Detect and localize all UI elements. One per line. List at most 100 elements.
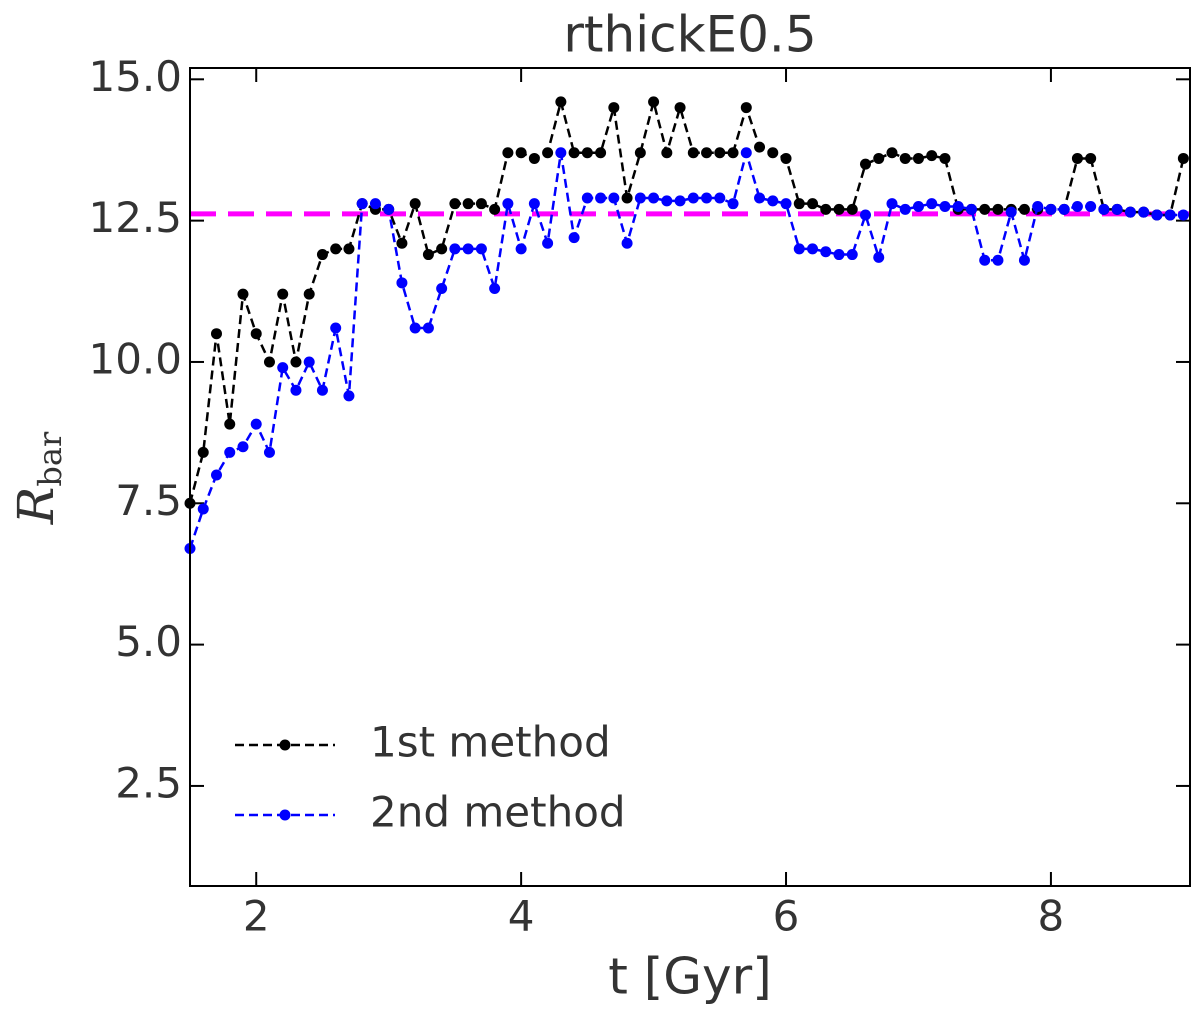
data-point	[449, 243, 461, 255]
data-point	[714, 192, 726, 204]
data-point	[912, 152, 924, 164]
data-point	[979, 203, 991, 215]
data-point	[634, 192, 646, 204]
data-point	[396, 277, 408, 289]
data-point	[502, 198, 514, 210]
legend-label: 1st method	[370, 718, 611, 767]
data-point	[873, 152, 885, 164]
data-point	[542, 237, 554, 249]
y-tick-label: 10.0	[88, 334, 182, 383]
y-tick-label: 15.0	[88, 52, 182, 101]
series-line	[188, 96, 1185, 504]
data-point	[1177, 152, 1189, 164]
data-point	[197, 503, 209, 515]
chart-title: rthickE0.5	[563, 6, 816, 64]
data-point	[899, 152, 911, 164]
data-point	[621, 237, 633, 249]
data-point	[952, 201, 964, 213]
data-point	[383, 203, 395, 215]
data-point	[926, 198, 938, 210]
data-point	[330, 243, 342, 255]
data-point	[555, 96, 567, 108]
data-point	[701, 147, 713, 159]
data-point	[1151, 209, 1163, 221]
data-point	[581, 147, 593, 159]
data-point	[1177, 209, 1189, 221]
data-point	[979, 254, 991, 266]
data-point	[859, 158, 871, 170]
data-point	[965, 203, 977, 215]
data-point	[873, 251, 885, 263]
data-point	[793, 198, 805, 210]
data-point	[740, 102, 752, 114]
data-point	[714, 147, 726, 159]
data-point	[1018, 254, 1030, 266]
data-point	[263, 446, 275, 458]
data-point	[780, 152, 792, 164]
data-point	[820, 203, 832, 215]
data-point	[316, 249, 328, 261]
data-point	[1032, 201, 1044, 213]
data-point	[648, 96, 660, 108]
data-point	[581, 192, 593, 204]
data-point	[648, 192, 660, 204]
data-point	[277, 288, 289, 300]
y-tick-label: 2.5	[115, 758, 182, 807]
data-point	[356, 198, 368, 210]
data-point	[926, 150, 938, 162]
data-point	[595, 192, 607, 204]
x-axis-label: t [Gyr]	[608, 948, 771, 1006]
data-point	[489, 282, 501, 294]
data-point	[992, 203, 1004, 215]
data-point	[992, 254, 1004, 266]
data-point	[687, 192, 699, 204]
data-point	[1085, 152, 1097, 164]
data-point	[528, 152, 540, 164]
data-point	[767, 195, 779, 207]
data-point	[674, 195, 686, 207]
data-point	[250, 328, 262, 340]
data-point	[674, 102, 686, 114]
data-point	[343, 243, 355, 255]
data-point	[515, 243, 527, 255]
data-point	[409, 322, 421, 334]
data-point	[754, 141, 766, 153]
legend-marker	[279, 739, 291, 751]
y-label-main: R	[7, 487, 65, 526]
x-tick-label: 4	[508, 892, 535, 941]
data-point	[436, 243, 448, 255]
data-point	[833, 249, 845, 261]
data-point	[396, 237, 408, 249]
data-point	[1058, 203, 1070, 215]
data-point	[807, 198, 819, 210]
data-point	[634, 147, 646, 159]
data-point	[568, 147, 580, 159]
x-tick-label: 8	[1038, 892, 1065, 941]
data-point	[899, 203, 911, 215]
data-point	[1124, 206, 1136, 218]
data-point	[462, 243, 474, 255]
data-point	[846, 203, 858, 215]
y-label-sub: bar	[31, 431, 69, 487]
data-point	[568, 232, 580, 244]
data-point	[409, 198, 421, 210]
data-point	[250, 418, 262, 430]
data-point	[489, 203, 501, 215]
data-point	[237, 441, 249, 453]
data-point	[767, 147, 779, 159]
data-point	[1098, 203, 1110, 215]
data-point	[422, 249, 434, 261]
data-point	[740, 147, 752, 159]
data-point	[263, 356, 275, 368]
data-point	[303, 288, 315, 300]
data-point	[608, 192, 620, 204]
data-point	[595, 147, 607, 159]
data-point	[502, 147, 514, 159]
legend-label: 2nd method	[370, 788, 626, 837]
data-point	[343, 390, 355, 402]
data-point	[780, 198, 792, 210]
data-point	[330, 322, 342, 334]
data-point	[939, 201, 951, 213]
data-point	[754, 192, 766, 204]
